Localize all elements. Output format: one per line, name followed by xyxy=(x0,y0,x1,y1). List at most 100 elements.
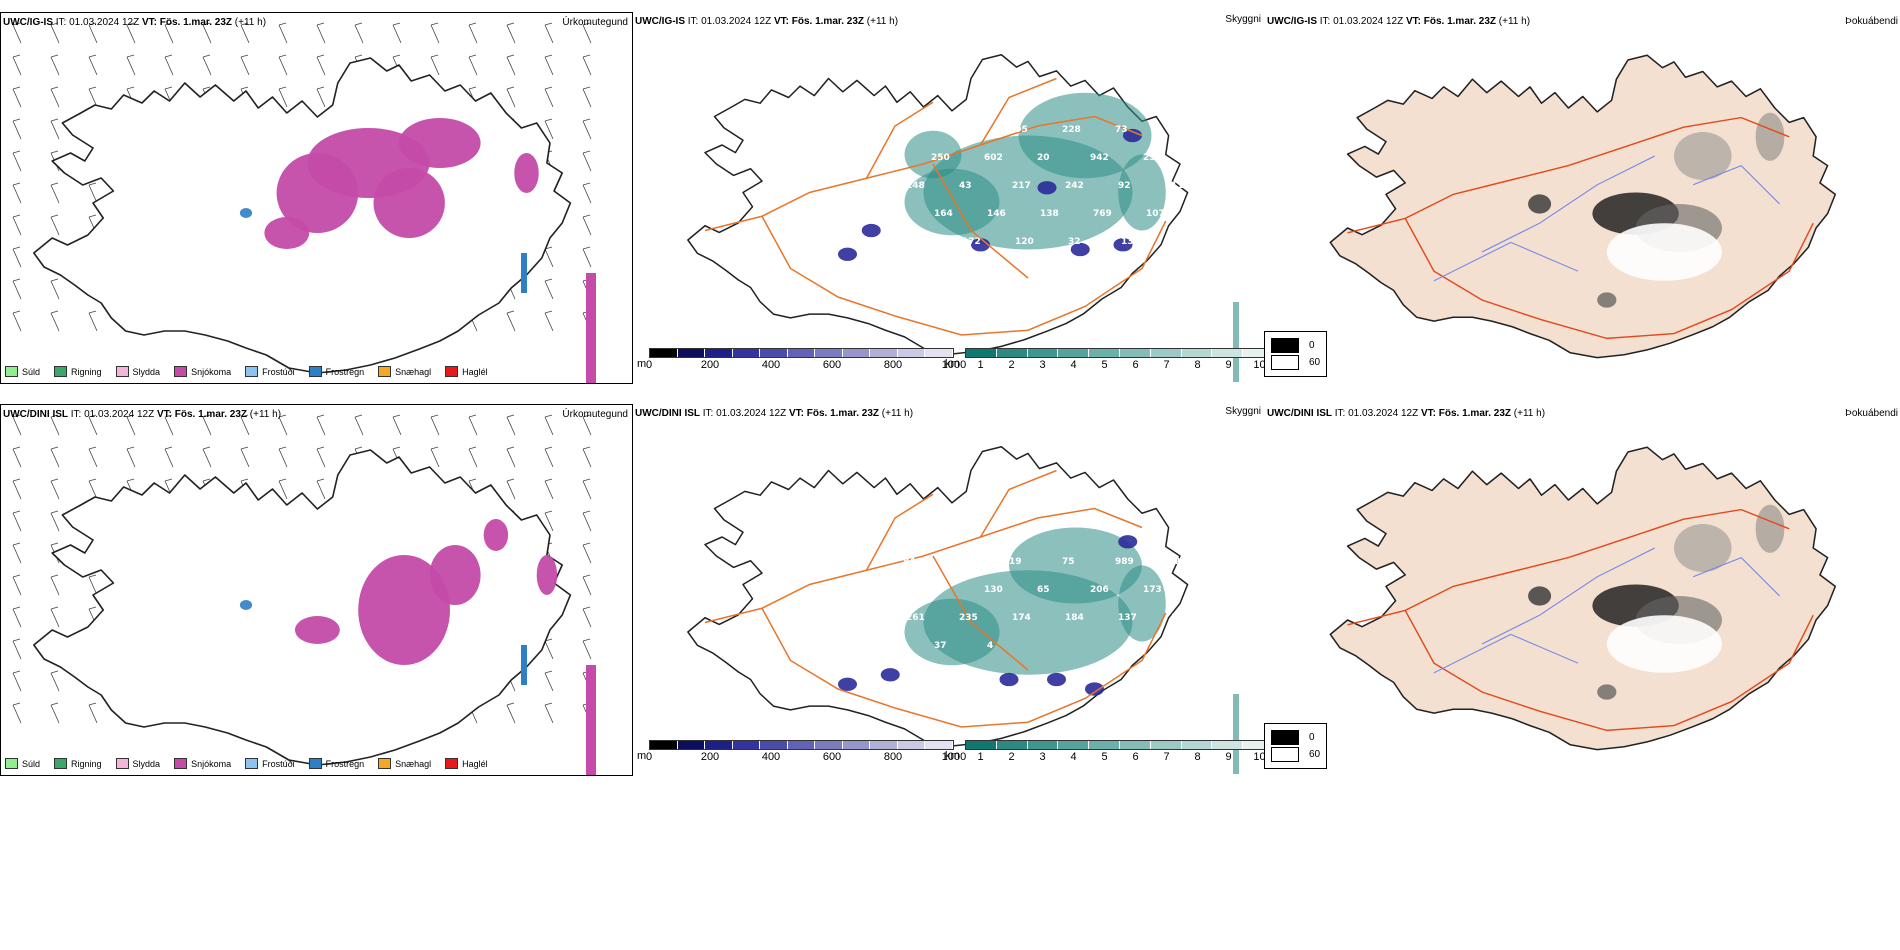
colorbar-tick: 4 xyxy=(1070,359,1077,371)
ceiling-label: 107 xyxy=(1146,209,1165,219)
ceiling-label: 94 xyxy=(903,557,916,567)
wind-barb xyxy=(12,310,22,332)
legend-label: Rigning xyxy=(71,366,102,377)
legend-label: Snæhagl xyxy=(395,758,432,769)
ceiling-label: 58 xyxy=(1168,125,1181,135)
low-ceiling-area xyxy=(880,668,900,682)
ceiling-label: 217 xyxy=(1012,181,1031,191)
ceiling-label: 43 xyxy=(959,181,972,191)
ceiling-label: 235 xyxy=(959,613,978,623)
legend-swatch xyxy=(174,758,188,769)
legend-swatch xyxy=(378,758,392,769)
colorbar-step xyxy=(732,741,761,749)
colorbar-step xyxy=(1181,741,1213,749)
legend-label: Frostregn xyxy=(325,758,365,769)
colorbar-step xyxy=(1181,349,1213,357)
wind-barb xyxy=(468,22,478,44)
colorbar-step xyxy=(1212,741,1244,749)
colorbar-tick: 9 xyxy=(1225,359,1232,371)
wind-barb xyxy=(88,310,98,332)
colorbar-step xyxy=(897,349,926,357)
wind-barb xyxy=(316,22,326,44)
iceland-outline xyxy=(1329,446,1837,751)
parameter-name: Skyggni xyxy=(1225,406,1261,417)
panel-title: UWC/IG-IS IT: 01.03.2024 12Z VT: Fös. 1.… xyxy=(635,16,899,27)
wind-barb xyxy=(126,446,136,468)
wind-barb xyxy=(506,86,516,108)
legend-swatch xyxy=(445,758,459,769)
wind-barb xyxy=(12,214,22,236)
legend-item: Snjókoma xyxy=(174,366,231,377)
legend-label: Snjókoma xyxy=(191,758,232,769)
wind-barb xyxy=(316,478,326,500)
wind-barb xyxy=(50,278,60,300)
wind-barb xyxy=(88,414,98,436)
colorbar-step xyxy=(677,741,706,749)
snow-area xyxy=(514,153,539,193)
legend-swatch xyxy=(445,366,459,377)
fog-legend-row: 0 xyxy=(1271,730,1320,745)
wind-barb xyxy=(582,510,592,532)
ceiling-label: 157 xyxy=(1171,613,1190,623)
legend-swatch xyxy=(5,758,18,769)
wind-barb xyxy=(12,86,22,108)
wind-barb xyxy=(126,54,136,76)
ceiling-label: 989 xyxy=(1115,557,1134,567)
colorbar-step xyxy=(650,741,678,749)
low-ceiling-area xyxy=(861,223,881,238)
colorbar-tick: 9 xyxy=(1225,751,1232,763)
ceiling-label: 92 xyxy=(1118,181,1131,191)
fog-legend-row: 60 xyxy=(1271,747,1320,762)
colorbar-tick: 1000 xyxy=(941,359,967,371)
colorbar-step xyxy=(925,741,954,749)
legend-swatch xyxy=(54,366,68,377)
legend-swatch xyxy=(308,758,322,769)
panel-title: UWC/DINI ISL IT: 01.03.2024 12Z VT: Fös.… xyxy=(3,409,282,420)
precip-type-panel: UWC/IG-IS IT: 01.03.2024 12Z VT: Fös. 1.… xyxy=(0,12,633,384)
legend-swatch xyxy=(115,758,129,769)
wind-barb xyxy=(506,446,516,468)
legend-swatch xyxy=(245,758,259,769)
iceland-outline xyxy=(687,53,1189,355)
colorbar-tick: 2 xyxy=(1008,751,1015,763)
ceiling-label: 195 xyxy=(1009,125,1028,135)
snow-area xyxy=(536,555,558,595)
wind-barb xyxy=(12,118,22,140)
fog-area xyxy=(1755,112,1785,161)
legend-item: Haglél xyxy=(445,758,488,769)
legend-item: Frostregn xyxy=(308,758,365,769)
freezing-rain-area xyxy=(521,253,527,293)
precip-legend: Súld Rigning Slydda Snjókoma Frostúði Frostre… xyxy=(5,758,488,769)
visibility-colorbar: km 1 2 3 4 5 6 7 8 9 10 xyxy=(945,348,1265,372)
wind-barb xyxy=(12,446,22,468)
wind-barb xyxy=(50,702,60,724)
low-visibility-area xyxy=(904,598,1000,666)
legend-swatch xyxy=(245,366,259,377)
wind-barb xyxy=(50,86,60,108)
ceiling-label: 20 xyxy=(1037,153,1050,163)
wind-barb xyxy=(430,446,440,468)
wind-barb xyxy=(544,86,554,108)
ceiling-label: 942 xyxy=(1090,153,1109,163)
colorbar-step xyxy=(787,741,816,749)
wind-barb xyxy=(50,670,60,692)
colorbar-step xyxy=(1150,741,1182,749)
freezing-rain-area xyxy=(239,208,253,218)
wind-barb xyxy=(278,22,288,44)
wind-barb xyxy=(240,446,250,468)
colorbar-step xyxy=(1212,349,1244,357)
wind-barb xyxy=(12,606,22,628)
colorbar-tick: 800 xyxy=(883,751,903,763)
road-network xyxy=(1347,116,1814,340)
parameter-name: Skyggni xyxy=(1225,14,1261,25)
wind-barb xyxy=(50,606,60,628)
wind-barb xyxy=(50,478,60,500)
low-visibility-area xyxy=(1233,694,1239,774)
wind-barb xyxy=(392,22,402,44)
legend-label: Slydda xyxy=(132,366,161,377)
wind-barb xyxy=(582,182,592,204)
wind-barb xyxy=(202,54,212,76)
colorbar-step xyxy=(705,349,733,357)
wind-barb xyxy=(202,414,212,436)
